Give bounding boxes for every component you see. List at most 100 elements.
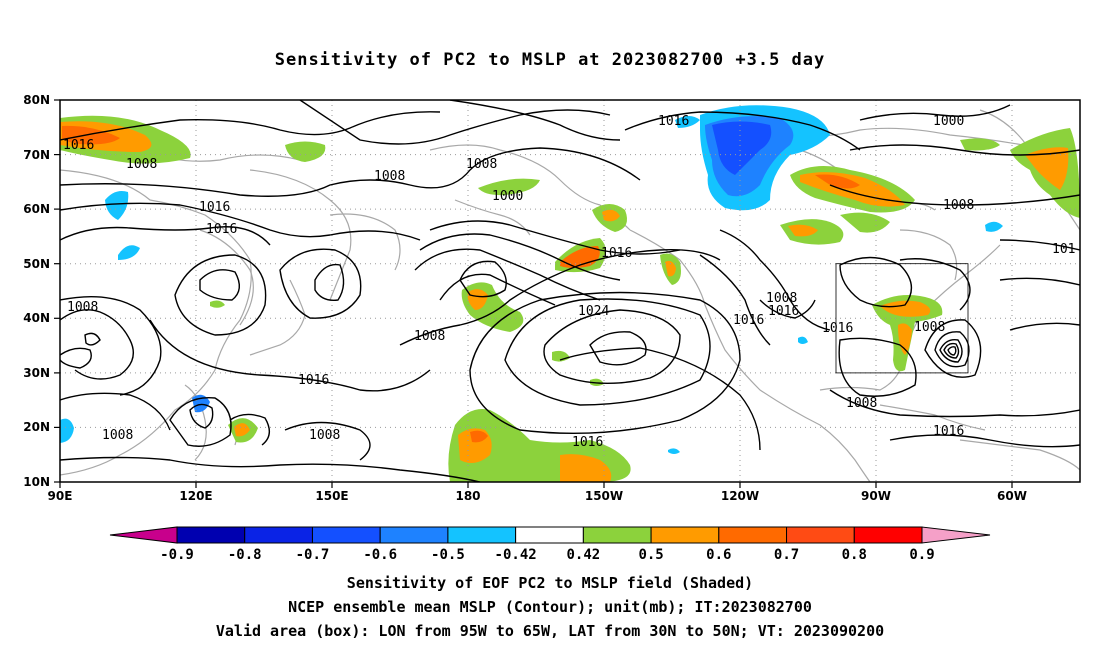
shade-patch	[985, 221, 1003, 232]
contour-label: 1016	[933, 424, 964, 439]
contour-label: 1000	[933, 114, 964, 129]
sensitivity-shading	[60, 105, 1080, 482]
contour-label: 1008	[766, 291, 797, 306]
shade-patch	[467, 289, 488, 310]
contour-label: 1008	[374, 169, 405, 184]
colorbar-tick-label: 0.7	[774, 547, 799, 563]
shade-patch	[60, 418, 74, 443]
shade-patch	[560, 454, 612, 482]
lat-labels: 80N 70N 60N 50N 40N 30N 20N 10N	[23, 93, 50, 489]
contour-label: 1016	[601, 246, 632, 261]
valid-area-box	[835, 263, 969, 374]
caption-line-2: NCEP ensemble mean MSLP (Contour); unit(…	[288, 598, 812, 616]
contour-labels: 1016 1008 1008 1016 1016 1008 1008 1016 …	[63, 114, 1075, 450]
contour-label: 1016	[768, 304, 799, 319]
shade-patch	[665, 260, 676, 277]
shade-patch	[478, 178, 540, 196]
lat-label: 70N	[23, 148, 50, 162]
colorbar-swatch	[515, 526, 584, 544]
shade-patch	[210, 300, 225, 308]
colorbar	[109, 526, 991, 544]
lon-label: 150W	[585, 489, 623, 503]
lat-label: 10N	[23, 475, 50, 489]
shade-patch	[1025, 147, 1069, 190]
contour-label: 1024	[578, 304, 609, 319]
contour-label: 1008	[309, 428, 340, 443]
lon-label: 120W	[721, 489, 759, 503]
colorbar-tick-labels: -0.9 -0.8 -0.7 -0.6 -0.5 -0.42 0.42 0.5 0.6 0.7 0.…	[160, 547, 935, 563]
contour-label: 1008	[126, 157, 157, 172]
contour-label: 1008	[943, 198, 974, 213]
shade-patch	[798, 336, 808, 344]
colorbar-swatch	[853, 526, 923, 544]
shade-patch	[675, 116, 700, 128]
caption-line-1: Sensitivity of EOF PC2 to MSLP field (Sh…	[346, 574, 754, 592]
shade-patch	[105, 191, 129, 220]
axis-ticks	[54, 99, 1013, 488]
colorbar-swatch	[379, 526, 449, 544]
lon-label: 90E	[48, 489, 73, 503]
contour-label: 101	[1052, 242, 1075, 257]
shade-patch	[470, 430, 488, 443]
colorbar-swatch	[582, 526, 652, 544]
lat-label: 20N	[23, 420, 50, 434]
colorbar-swatch	[650, 526, 720, 544]
shade-patch	[840, 212, 890, 233]
lat-label: 50N	[23, 257, 50, 271]
colorbar-swatch	[311, 526, 381, 544]
mslp-contours	[60, 100, 1080, 482]
shade-patch	[118, 245, 140, 260]
colorbar-swatch	[718, 526, 788, 544]
plot-area	[60, 100, 1080, 482]
shade-patch	[960, 138, 1000, 151]
contour-label: 1016	[206, 222, 237, 237]
shade-patch	[712, 121, 772, 175]
caption-line-3: Valid area (box): LON from 95W to 65W, L…	[215, 622, 885, 640]
colorbar-tick-label: -0.5	[431, 547, 465, 563]
shade-patch	[62, 125, 120, 145]
shade-patch	[788, 224, 818, 237]
lon-label: 120E	[179, 489, 212, 503]
colorbar-swatch	[244, 526, 313, 544]
lon-label: 180	[455, 489, 480, 503]
colorbar-tick-label: 0.9	[909, 547, 934, 563]
colorbar-swatch	[447, 526, 517, 544]
contour-label: 1016	[658, 114, 689, 129]
colorbar-tick-label: 0.8	[842, 547, 867, 563]
shade-patch	[898, 323, 912, 355]
lat-label: 80N	[23, 93, 50, 107]
shade-patch	[668, 448, 680, 454]
colorbar-swatch	[786, 526, 855, 544]
colorbar-tick-label: 0.42	[567, 547, 601, 563]
contour-label: 1016	[572, 435, 603, 450]
contour-label: 1016	[63, 138, 94, 153]
shade-patch	[234, 423, 250, 437]
shade-patch	[285, 141, 326, 162]
colorbar-tick-label: 0.6	[706, 547, 731, 563]
colorbar-tick-label: -0.9	[160, 547, 194, 563]
map-title: Sensitivity of PC2 to MSLP at 2023082700…	[274, 50, 826, 70]
colorbar-tick-label: -0.6	[363, 547, 397, 563]
lat-label: 60N	[23, 202, 50, 216]
contour-label: 1008	[414, 329, 445, 344]
colorbar-tick-label: 0.5	[638, 547, 663, 563]
shade-patch	[815, 174, 860, 189]
contour-label: 1008	[67, 300, 98, 315]
colorbar-tick-label: -0.7	[296, 547, 330, 563]
contour-label: 1016	[733, 313, 764, 328]
colorbar-swatch	[176, 526, 246, 544]
colorbar-tick-label: -0.8	[228, 547, 262, 563]
colorbar-under-triangle	[109, 526, 178, 544]
shade-patch	[602, 209, 620, 222]
lon-label: 60W	[997, 489, 1027, 503]
contour-label: 1016	[199, 200, 230, 215]
contour-label: 1008	[914, 320, 945, 335]
contour-label: 1016	[298, 373, 329, 388]
lon-label: 90W	[861, 489, 891, 503]
contour-label: 1008	[466, 157, 497, 172]
colorbar-over-triangle	[921, 526, 991, 544]
shade-patch	[880, 300, 931, 317]
contour-label: 1016	[822, 321, 853, 336]
lat-label: 30N	[23, 366, 50, 380]
